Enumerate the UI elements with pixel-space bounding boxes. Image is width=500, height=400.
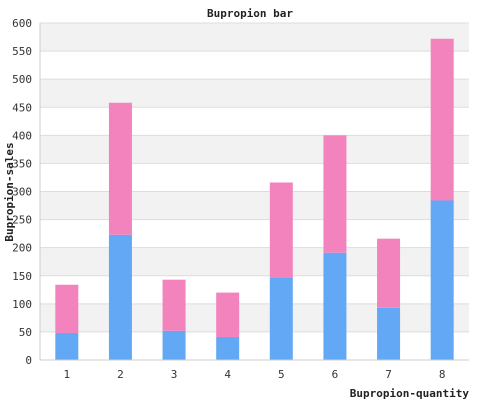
- bar-segment-series-2-cat-3: [162, 279, 186, 331]
- y-tick-label: 500: [12, 73, 32, 86]
- bar-segment-series-1-cat-8: [430, 200, 454, 360]
- y-tick-label: 50: [19, 326, 32, 339]
- x-tick-label: 5: [278, 368, 285, 381]
- bar-segment-series-2-cat-8: [430, 38, 454, 201]
- bar-segment-series-2-cat-2: [108, 102, 132, 235]
- y-tick-label: 600: [12, 17, 32, 30]
- y-axis-ticks: 0 50 100 150 200 250 300 350 400 450 500 550 600: [12, 17, 32, 367]
- grid-band: [40, 135, 469, 164]
- grid-band: [40, 79, 469, 108]
- y-tick-label: 450: [12, 101, 32, 114]
- bar-segment-series-1-cat-5: [269, 277, 293, 360]
- bar-segment-series-2-cat-7: [377, 238, 401, 308]
- chart-title: Bupropion bar: [207, 7, 293, 20]
- bars: [55, 38, 454, 360]
- bar-segment-series-1-cat-7: [377, 307, 401, 360]
- x-tick-label: 3: [171, 368, 178, 381]
- x-tick-label: 6: [332, 368, 339, 381]
- x-tick-label: 4: [224, 368, 231, 381]
- y-tick-label: 250: [12, 214, 32, 227]
- grid-band: [40, 247, 469, 276]
- x-tick-label: 1: [64, 368, 71, 381]
- grid-band: [40, 303, 469, 332]
- x-tick-label: 2: [117, 368, 124, 381]
- background-bands: [40, 23, 469, 332]
- grid-band: [40, 191, 469, 220]
- grid-band: [40, 23, 469, 52]
- bar-segment-series-1-cat-6: [323, 252, 347, 360]
- axes: [39, 23, 469, 361]
- bar-segment-series-1-cat-1: [55, 333, 79, 360]
- x-tick-label: 8: [439, 368, 446, 381]
- y-tick-label: 0: [25, 354, 32, 367]
- y-tick-label: 300: [12, 186, 32, 199]
- y-tick-label: 100: [12, 298, 32, 311]
- y-tick-label: 350: [12, 157, 32, 170]
- y-tick-label: 200: [12, 242, 32, 255]
- bar-segment-series-2-cat-6: [323, 135, 347, 253]
- bar-segment-series-1-cat-3: [162, 330, 186, 360]
- x-axis-label: Bupropion-quantity: [350, 387, 470, 400]
- bar-segment-series-1-cat-4: [216, 336, 240, 360]
- y-tick-label: 550: [12, 45, 32, 58]
- x-axis-ticks: 1 2 3 4 5 6 7 8: [64, 368, 446, 381]
- x-tick-label: 7: [385, 368, 392, 381]
- y-tick-label: 400: [12, 129, 32, 142]
- bar-segment-series-2-cat-5: [269, 182, 293, 278]
- y-axis-label: Bupropion-sales: [3, 142, 16, 241]
- bar-segment-series-2-cat-1: [55, 284, 79, 334]
- y-tick-label: 150: [12, 270, 32, 283]
- bar-segment-series-2-cat-4: [216, 292, 240, 337]
- bar-segment-series-1-cat-2: [108, 234, 132, 360]
